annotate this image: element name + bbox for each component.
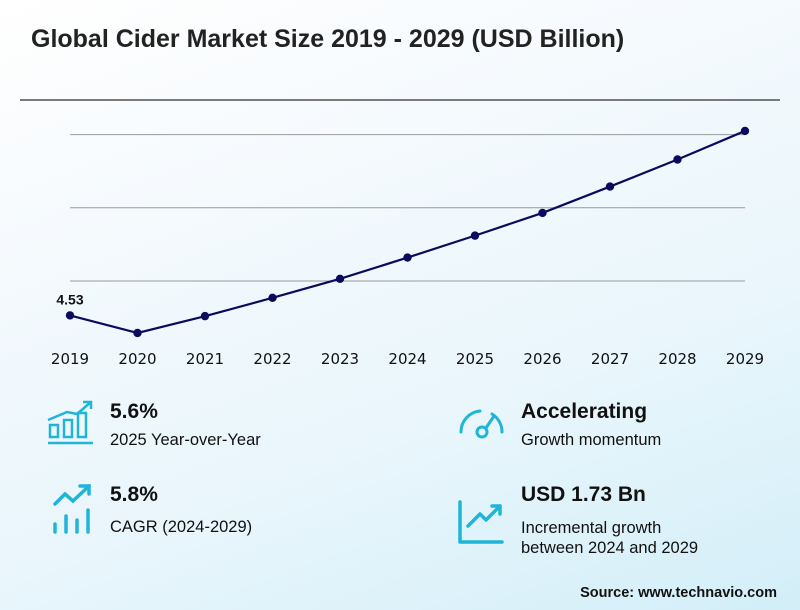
data-point-2022: [268, 293, 277, 303]
data-point-2021: [200, 311, 210, 321]
x-tick-label: 2024: [388, 350, 426, 368]
data-point-2025: [470, 231, 480, 240]
data-point-2027: [605, 182, 615, 191]
data-point-2028: [673, 155, 682, 164]
x-tick-label: 2029: [726, 350, 764, 368]
x-tick-label: 2026: [523, 350, 561, 368]
line-chart: 2019 2020 2021 2022 2023 2024 2025 2026 2027 2028…: [51, 126, 764, 368]
x-tick-label: 2028: [658, 350, 696, 368]
speedometer-icon: [459, 409, 504, 439]
data-point-2026: [538, 208, 547, 218]
x-tick-label: 2020: [118, 350, 156, 368]
bar-chart-growth-icon: [47, 400, 93, 445]
series-line: [69, 129, 746, 335]
page-title: Global Cider Market Size 2019 - 2029 (US…: [31, 25, 625, 53]
stat-label: 2025 Year-over-Year: [110, 431, 261, 449]
data-point-2020: [133, 328, 142, 338]
trend-up-bars-icon: [53, 484, 91, 534]
x-tick-label: 2021: [186, 350, 224, 368]
line-chart-growth-icon: [458, 500, 504, 544]
data-point-2024: [403, 253, 412, 262]
title-divider: [20, 99, 780, 101]
x-tick-label: 2023: [321, 350, 359, 368]
data-point-2023: [335, 274, 345, 284]
x-tick-label: 2022: [253, 350, 291, 368]
stat-label-line-1: Incremental growth: [521, 519, 662, 537]
x-axis-ticks: 2019 2020 2021 2022 2023 2024 2025 2026 2027 2028…: [51, 350, 764, 368]
stat-value: 5.8%: [110, 483, 158, 506]
data-point-2019: [65, 311, 75, 320]
gridlines: [70, 134, 745, 282]
stat-value: USD 1.73 Bn: [521, 483, 646, 506]
stat-label: CAGR (2024-2029): [110, 518, 253, 536]
x-tick-label: 2019: [51, 350, 89, 368]
data-points: [65, 126, 750, 338]
data-labels: 4.53: [56, 291, 83, 307]
source-credit: Source: www.technavio.com: [580, 585, 777, 601]
x-tick-label: 2027: [591, 350, 629, 368]
stat-label: Growth momentum: [521, 431, 662, 449]
stat-value: Accelerating: [521, 400, 648, 423]
stat-label-line-2: between 2024 and 2029: [521, 539, 699, 557]
data-label: 4.53: [56, 291, 83, 307]
stat-value: 5.6%: [110, 400, 158, 423]
data-point-2029: [740, 126, 750, 136]
x-tick-label: 2025: [456, 350, 494, 368]
